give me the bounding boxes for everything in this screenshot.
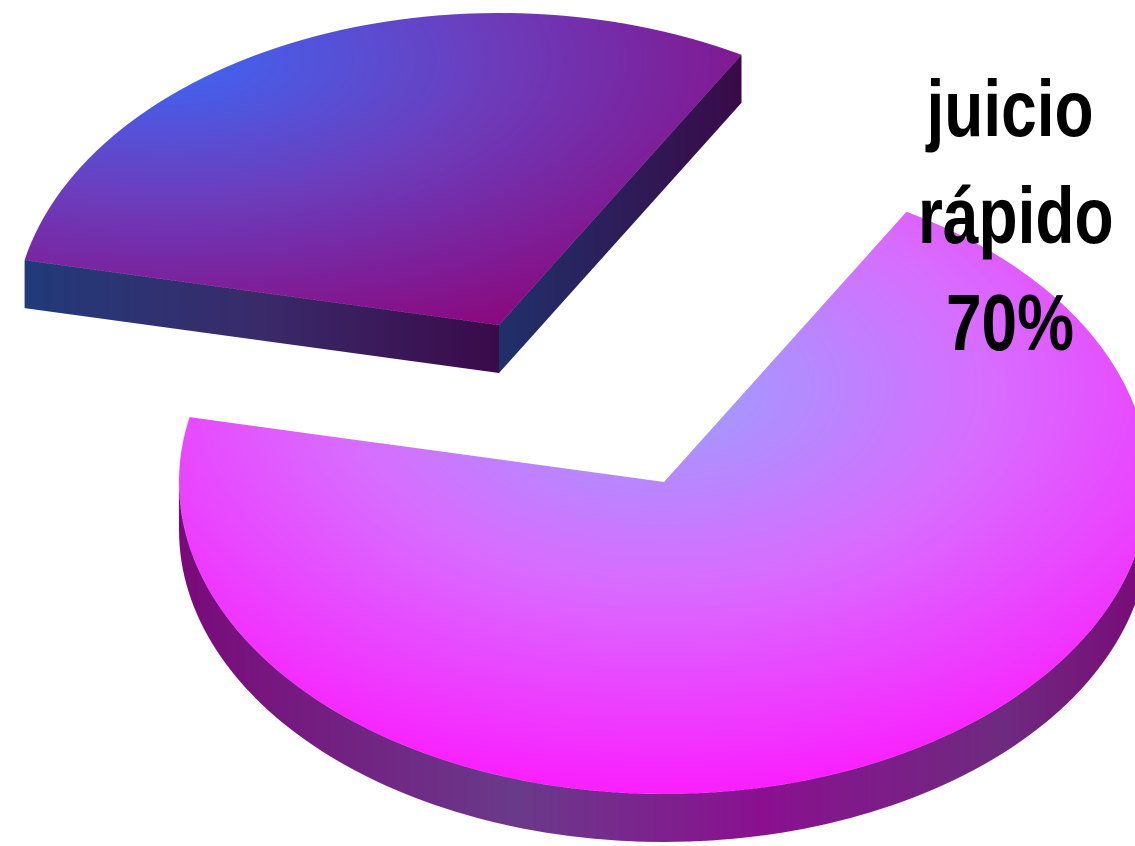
pie-slice-juicio-rapido — [179, 211, 1135, 794]
slice-label-line-2: rápido — [918, 171, 1114, 260]
pie-slice-right-wall — [499, 54, 742, 373]
slice-label: juicio rápido 70% — [918, 55, 1114, 376]
pie-slice-side — [179, 482, 1135, 842]
slice-label-value: 70% — [945, 278, 1075, 367]
slice-label-line-1: juicio — [926, 64, 1094, 153]
pie-slice-front-wall — [24, 260, 499, 373]
pie-slice-other — [24, 13, 742, 326]
